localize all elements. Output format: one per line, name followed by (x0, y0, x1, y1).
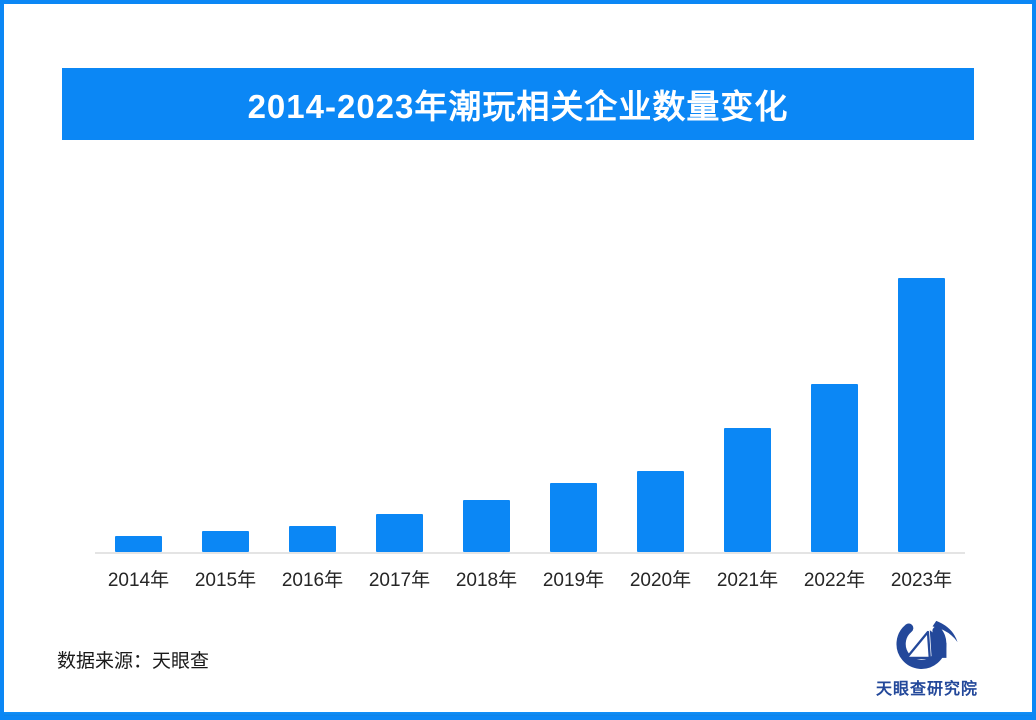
bar-2017年 (376, 514, 423, 552)
bar-2016年 (289, 526, 336, 552)
bar-slot (878, 278, 965, 552)
bar-2023年 (898, 278, 945, 552)
bottom-accent-strip (4, 712, 1032, 716)
x-axis-label: 2020年 (629, 570, 692, 591)
x-axis-label: 2022年 (803, 570, 866, 591)
x-axis-label: 2016年 (281, 570, 344, 591)
title-banner: 2014-2023年潮玩相关企业数量变化 (62, 68, 974, 140)
bar-slot (530, 483, 617, 552)
x-axis-line (95, 552, 965, 554)
bar-slot (182, 531, 269, 552)
tianyancha-logo-icon (896, 619, 958, 669)
bar-slot (443, 500, 530, 552)
bar-2019年 (550, 483, 597, 552)
bar-2018年 (463, 500, 510, 552)
x-axis-label: 2019年 (542, 570, 605, 591)
bar-slot (95, 536, 182, 552)
bar-slot (356, 514, 443, 552)
bar-2015年 (202, 531, 249, 552)
bar-2014年 (115, 536, 162, 552)
bar-2021年 (724, 428, 771, 552)
bar-chart: 2014年 2015年 2016年 2017年 2018年 2019年 2020年 2021年… (95, 278, 965, 592)
bar-slot (704, 428, 791, 552)
bar-2020年 (637, 471, 684, 552)
x-axis-labels: 2014年 2015年 2016年 2017年 2018年 2019年 2020年 2021年… (95, 565, 965, 592)
brand-logo: 天眼查研究院 (867, 616, 987, 699)
bars-row (95, 278, 965, 552)
bar-slot (791, 384, 878, 552)
x-axis-label: 2021年 (716, 570, 779, 591)
brand-logo-text: 天眼查研究院 (875, 681, 978, 698)
x-axis-label: 2015年 (194, 570, 257, 591)
x-axis-label: 2017年 (368, 570, 431, 591)
x-axis-label: 2014年 (107, 570, 170, 591)
bar-slot (617, 471, 704, 552)
x-axis-label: 2023年 (890, 570, 953, 591)
x-axis-label: 2018年 (455, 570, 518, 591)
page-title: 2014-2023年潮玩相关企业数量变化 (247, 88, 789, 125)
bar-2022年 (811, 384, 858, 552)
data-source-label: 数据来源：天眼查 (57, 651, 210, 672)
bar-slot (269, 526, 356, 552)
